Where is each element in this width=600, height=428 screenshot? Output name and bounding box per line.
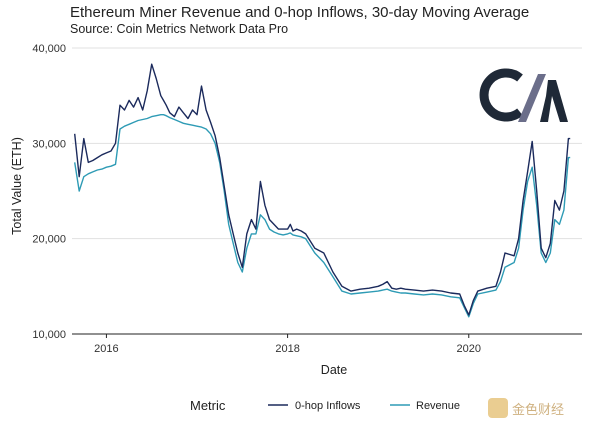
y-axis-title: Total Value (ETH) [10, 137, 24, 235]
chart-subtitle: Source: Coin Metrics Network Data Pro [70, 22, 289, 36]
x-axis-ticks: 2016 2018 2020 [94, 334, 481, 355]
y-tick-label: 30,000 [32, 138, 66, 150]
x-axis-title: Date [321, 363, 347, 377]
chart-title: Ethereum Miner Revenue and 0-hop Inflows… [70, 4, 530, 21]
series-lines [74, 63, 571, 318]
y-tick-label: 40,000 [32, 43, 66, 55]
legend-title: Metric [190, 398, 226, 413]
cm-logo-m-icon [540, 80, 568, 122]
watermark-logo-icon [488, 398, 508, 418]
x-tick-label: 2020 [457, 343, 481, 355]
legend: Metric 0-hop Inflows Revenue [190, 398, 460, 413]
grid-lines [72, 47, 582, 335]
legend-label-revenue: Revenue [416, 400, 460, 412]
x-tick-label: 2016 [94, 343, 118, 355]
legend-label-inflows: 0-hop Inflows [295, 400, 361, 412]
y-axis-ticks: 10,000 20,000 30,000 40,000 [32, 43, 66, 341]
y-tick-label: 20,000 [32, 234, 66, 246]
y-tick-label: 10,000 [32, 329, 66, 341]
series-line-inflows [74, 63, 571, 316]
x-tick-label: 2018 [275, 343, 299, 355]
series-line-revenue [74, 113, 571, 318]
watermark: 金色财经 [488, 398, 564, 418]
cm-logo-c-icon [479, 68, 523, 122]
cm-logo-slash-icon [518, 74, 546, 122]
watermark-text: 金色财经 [512, 401, 565, 417]
cm-logo [479, 68, 568, 122]
